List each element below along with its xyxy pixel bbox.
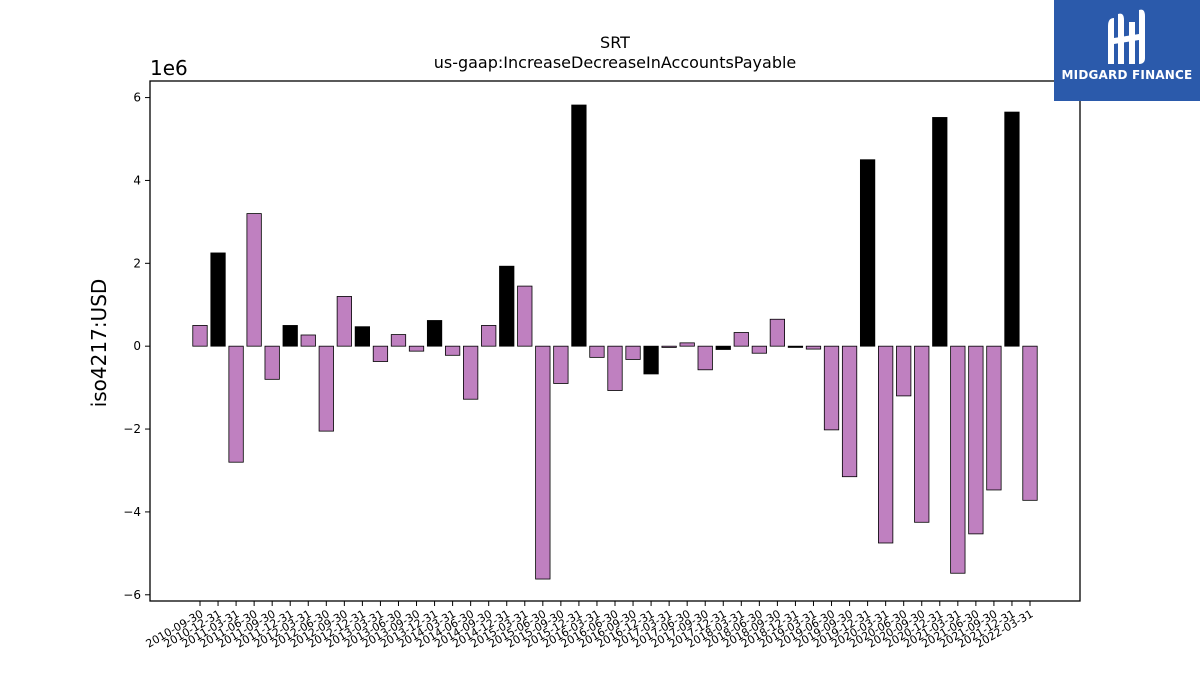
bar bbox=[1022, 345, 1038, 501]
bar bbox=[1004, 111, 1020, 347]
bar bbox=[336, 296, 352, 347]
plot-frame bbox=[149, 80, 1081, 602]
bar bbox=[481, 325, 497, 347]
bar bbox=[499, 265, 515, 347]
midgard-logo-icon bbox=[1108, 9, 1145, 65]
bar bbox=[643, 345, 659, 375]
bar bbox=[878, 345, 894, 544]
bar bbox=[246, 213, 262, 347]
bar bbox=[228, 345, 244, 463]
bar bbox=[986, 345, 1002, 491]
bar bbox=[553, 345, 569, 384]
bar bbox=[589, 345, 605, 358]
bar bbox=[968, 345, 984, 535]
bar bbox=[805, 345, 822, 350]
bar bbox=[517, 285, 533, 347]
bar bbox=[535, 345, 551, 580]
bar bbox=[390, 334, 407, 347]
bar bbox=[354, 326, 371, 347]
bar bbox=[300, 334, 316, 347]
bar bbox=[282, 325, 298, 347]
bar bbox=[210, 252, 226, 347]
bar bbox=[571, 104, 587, 347]
bar bbox=[787, 345, 804, 348]
bar bbox=[444, 345, 461, 356]
y-axis-label: iso4217:USD bbox=[87, 279, 111, 408]
bar bbox=[914, 345, 930, 523]
bar bbox=[715, 345, 731, 350]
chart-title: SRT bbox=[600, 33, 630, 52]
bar bbox=[408, 345, 425, 352]
bar bbox=[318, 345, 334, 432]
bar bbox=[192, 325, 208, 347]
chart-subtitle: us-gaap:IncreaseDecreaseInAccountsPayabl… bbox=[434, 53, 797, 72]
y-tick-label: −2 bbox=[123, 422, 141, 436]
bar bbox=[264, 345, 280, 380]
bar bbox=[932, 117, 948, 347]
bar bbox=[679, 342, 695, 347]
bar bbox=[841, 345, 858, 478]
bar bbox=[859, 159, 876, 347]
bar bbox=[751, 345, 767, 354]
bar bbox=[896, 345, 912, 397]
bar bbox=[463, 345, 479, 400]
bar bbox=[426, 320, 443, 347]
y-tick-label: 2 bbox=[133, 256, 141, 270]
bar bbox=[607, 345, 623, 391]
y-tick-label: −4 bbox=[123, 505, 141, 519]
y-tick-label: −6 bbox=[123, 588, 141, 602]
y-tick-label: 4 bbox=[133, 173, 141, 187]
brand-name: MIDGARD FINANCE bbox=[1061, 68, 1193, 82]
bar bbox=[625, 345, 641, 360]
y-tick-label: 6 bbox=[133, 91, 141, 105]
bar bbox=[697, 345, 713, 371]
bar bbox=[823, 345, 840, 431]
bar bbox=[950, 345, 966, 574]
y-offset-label: 1e6 bbox=[150, 56, 188, 80]
bar bbox=[372, 345, 389, 362]
brand-logo: MIDGARD FINANCE bbox=[1054, 0, 1200, 101]
bar bbox=[733, 332, 749, 347]
bar bbox=[661, 345, 677, 348]
y-tick-label: 0 bbox=[133, 339, 141, 353]
bar bbox=[769, 318, 785, 347]
